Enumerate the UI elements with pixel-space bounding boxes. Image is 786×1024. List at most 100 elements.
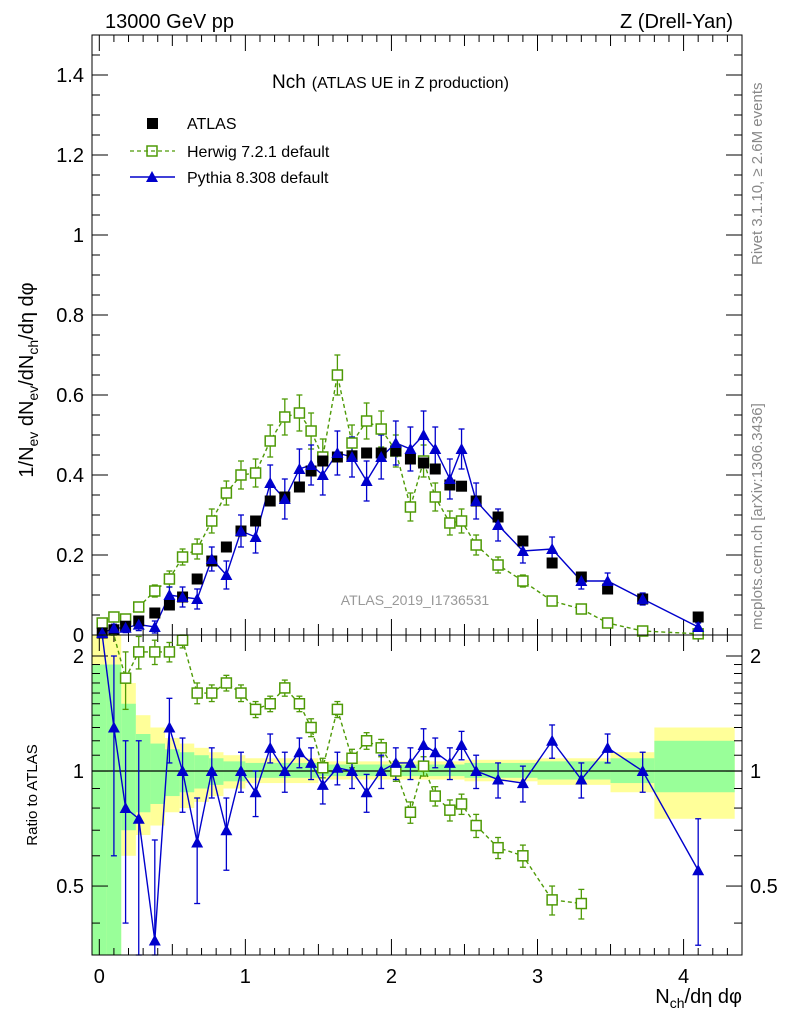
ratio-y-tick-label-right: 0.5 bbox=[750, 876, 778, 898]
herwig-point bbox=[546, 595, 558, 607]
herwig-ratio-point bbox=[317, 761, 329, 774]
herwig-point bbox=[305, 425, 317, 437]
herwig-point bbox=[132, 601, 145, 613]
legend-pythia-marker bbox=[146, 171, 158, 182]
pythia-ratio-point bbox=[429, 746, 442, 758]
herwig-point bbox=[455, 515, 468, 527]
mcplots-label: mcplots.cern.ch [arXiv:1306.3436] bbox=[749, 403, 766, 630]
pythia-ratio-point bbox=[278, 765, 291, 777]
herwig-ratio-point bbox=[444, 804, 456, 816]
herwig-point bbox=[206, 515, 218, 527]
y-tick-label: 0.6 bbox=[56, 385, 84, 407]
pythia-ratio-point bbox=[249, 786, 262, 798]
pythia-point bbox=[470, 495, 483, 506]
pythia-point bbox=[220, 569, 233, 580]
pythia-ratio-point bbox=[148, 934, 161, 946]
atlas-point bbox=[293, 481, 305, 493]
herwig-point bbox=[601, 617, 614, 629]
herwig-ratio-point bbox=[191, 687, 203, 699]
x-tick-label: 1 bbox=[240, 966, 251, 988]
pythia-point bbox=[331, 447, 344, 458]
herwig-line bbox=[101, 374, 699, 635]
uncertainty-band-green bbox=[194, 755, 209, 789]
ratio-y-tick-label: 1 bbox=[73, 761, 84, 783]
pythia-ratio-point bbox=[455, 738, 468, 750]
herwig-point bbox=[429, 491, 442, 503]
y-axis-label: 1/Nev dNev/dNch/dη dφ bbox=[16, 282, 41, 477]
pythia-point bbox=[176, 591, 189, 602]
pythia-point bbox=[360, 475, 373, 486]
pythia-point bbox=[119, 621, 132, 633]
pythia-ratio-point bbox=[293, 746, 306, 758]
pythia-ratio-point bbox=[119, 802, 132, 814]
uncertainty-band-green bbox=[165, 749, 180, 797]
uncertainty-band-green bbox=[135, 734, 151, 813]
pythia-ratio-point bbox=[601, 741, 614, 753]
y-tick-label: 1.4 bbox=[56, 65, 84, 87]
herwig-point bbox=[249, 467, 262, 479]
pythia-ratio-point bbox=[375, 765, 388, 777]
ratio-y-tick-label: 0.5 bbox=[56, 876, 84, 898]
pythia-point bbox=[692, 621, 705, 632]
pythia-ratio-point bbox=[546, 734, 559, 746]
herwig-ratio-point bbox=[149, 646, 161, 658]
herwig-point bbox=[191, 543, 203, 555]
pythia-point bbox=[601, 575, 614, 586]
pythia-ratio-point bbox=[264, 741, 277, 753]
uncertainty-band-green bbox=[92, 664, 107, 955]
x-axis-label: Nch/dη dφ bbox=[655, 986, 742, 1011]
pythia-point bbox=[389, 437, 402, 448]
herwig-ratio-point bbox=[331, 703, 344, 716]
herwig-point bbox=[492, 559, 504, 571]
y-tick-label: 0.8 bbox=[56, 305, 84, 327]
pythia-ratio-point bbox=[389, 756, 402, 768]
herwig-ratio-point bbox=[470, 819, 482, 832]
pythia-point bbox=[148, 621, 161, 632]
atlas-point bbox=[418, 457, 430, 469]
pythia-ratio-point bbox=[191, 836, 204, 848]
pythia-point bbox=[191, 593, 204, 604]
pythia-point bbox=[132, 618, 145, 630]
atlas-point bbox=[456, 480, 468, 492]
pythia-ratio-point bbox=[346, 765, 358, 777]
analysis-watermark: ATLAS_2019_I1736531 bbox=[341, 592, 490, 608]
pythia-point bbox=[575, 575, 588, 586]
herwig-point bbox=[293, 407, 306, 419]
herwig-ratio-point bbox=[163, 646, 176, 658]
pythia-ratio-point bbox=[443, 756, 456, 768]
pythia-point bbox=[417, 429, 430, 440]
atlas-point bbox=[390, 445, 402, 457]
x-tick-label: 0 bbox=[94, 966, 105, 988]
herwig-ratio-point bbox=[360, 735, 373, 747]
pythia-ratio-point bbox=[205, 765, 218, 777]
rivet-label: Rivet 3.1.10, ≥ 2.6M events bbox=[749, 83, 766, 266]
herwig-ratio-point bbox=[249, 703, 262, 716]
x-tick-label: 3 bbox=[532, 966, 543, 988]
atlas-point bbox=[404, 453, 416, 465]
pythia-ratio-point bbox=[636, 765, 649, 777]
pythia-ratio-point bbox=[360, 786, 373, 798]
atlas-point bbox=[517, 535, 529, 547]
atlas-point bbox=[305, 465, 317, 477]
herwig-point bbox=[346, 437, 358, 449]
ratio-y-tick-label-right: 1 bbox=[750, 761, 761, 783]
herwig-point bbox=[264, 435, 276, 447]
pythia-point bbox=[429, 443, 442, 454]
y-tick-label: 0.2 bbox=[56, 545, 84, 567]
y-tick-label: 0 bbox=[73, 625, 84, 647]
herwig-point bbox=[375, 423, 387, 435]
legend-atlas-label: ATLAS bbox=[187, 116, 237, 133]
pythia-ratio-point bbox=[331, 761, 344, 773]
herwig-ratio-point bbox=[517, 850, 529, 862]
herwig-ratio-point bbox=[455, 798, 468, 810]
herwig-point bbox=[517, 575, 529, 587]
pythia-point bbox=[205, 553, 218, 564]
herwig-ratio-point bbox=[375, 742, 387, 754]
pythia-ratio-point bbox=[305, 756, 318, 768]
ratio-plot-frame bbox=[91, 634, 743, 956]
pythia-point bbox=[316, 469, 329, 480]
y-tick-label: 1.2 bbox=[56, 145, 84, 167]
herwig-point bbox=[360, 415, 373, 427]
pythia-point bbox=[636, 593, 649, 604]
